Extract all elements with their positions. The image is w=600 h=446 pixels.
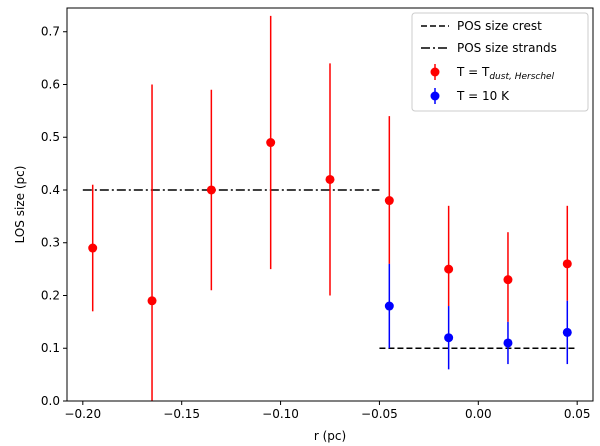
y-tick-label: 0.0 (41, 394, 60, 408)
legend-swatch-marker (430, 67, 440, 77)
y-tick-label: 0.6 (41, 77, 60, 91)
data-point-herschel (503, 275, 513, 285)
legend-label-main: T = T (456, 65, 490, 79)
x-tick-label: −0.15 (163, 407, 200, 421)
data-point-herschel (325, 174, 335, 184)
legend-label: T = 10 K (456, 89, 510, 103)
data-point-herschel (266, 138, 276, 148)
x-tick-label: 0.05 (564, 407, 591, 421)
x-tick-label: −0.20 (64, 407, 101, 421)
y-tick-label: 0.5 (41, 130, 60, 144)
data-point-herschel (88, 243, 98, 253)
plot-frame (66, 7, 594, 402)
y-axis-label: LOS size (pc) (13, 166, 27, 244)
legend-label: T = Tdust, Herschel (456, 65, 555, 82)
legend-swatch-marker (430, 91, 440, 101)
data-point-herschel (384, 196, 394, 206)
y-tick-label: 0.4 (41, 183, 60, 197)
legend-label: POS size strands (457, 41, 557, 55)
legend-label-subscript: dust, Herschel (489, 72, 554, 82)
plot-area (82, 15, 578, 401)
y-tick-label: 0.1 (41, 341, 60, 355)
y-tick-label: 0.2 (41, 288, 60, 302)
data-point-t10k (562, 327, 572, 337)
series-group (82, 15, 578, 401)
legend-entry-10k: T = 10 K (430, 88, 510, 104)
x-tick-label: 0.00 (465, 407, 492, 421)
legend-label: POS size crest (457, 19, 542, 33)
legend-box (411, 12, 589, 112)
data-point-herschel (444, 264, 454, 274)
x-tick-label: −0.10 (262, 407, 299, 421)
legend: POS size crest POS size strands T = Tdus… (411, 12, 589, 112)
data-point-t10k (503, 338, 513, 348)
x-axis-label: r (pc) (314, 429, 346, 443)
y-tick-label: 0.7 (41, 25, 60, 39)
data-point-herschel (147, 296, 157, 306)
data-point-herschel (206, 185, 216, 195)
legend-entry-pos-crest: POS size crest (421, 19, 542, 33)
data-point-t10k (384, 301, 394, 311)
axes: −0.20 −0.15 −0.10 −0.05 0.00 0.05 0.00.10.20.… (13, 7, 594, 443)
data-point-t10k (444, 333, 454, 343)
legend-entry-herschel: T = Tdust, Herschel (430, 64, 555, 82)
data-point-herschel (562, 259, 572, 269)
y-tick-label: 0.3 (41, 236, 60, 250)
x-axis-ticks: −0.20 −0.15 −0.10 −0.05 0.00 0.05 (64, 401, 591, 421)
legend-entry-pos-strands: POS size strands (421, 41, 557, 55)
x-tick-label: −0.05 (361, 407, 398, 421)
y-axis-ticks: 0.0 0.1 0.2 0.3 0.4 0.5 0.6 0.7 (41, 25, 67, 408)
